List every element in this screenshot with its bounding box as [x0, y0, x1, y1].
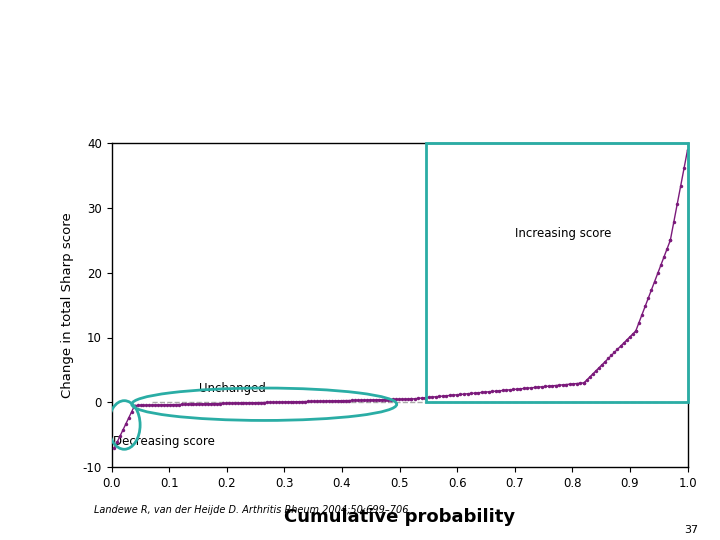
Text: outcomes: cumulative probability plots: outcomes: cumulative probability plots — [29, 79, 504, 99]
Text: 37: 37 — [684, 524, 698, 535]
Text: Landewe R, van der Heijde D. Arthritis Rheum 2004;50:699–706.: Landewe R, van der Heijde D. Arthritis R… — [94, 505, 411, 515]
Text: Increasing score: Increasing score — [515, 227, 611, 240]
Text: Cumulative probability: Cumulative probability — [284, 509, 516, 526]
Y-axis label: Change in total Sharp score: Change in total Sharp score — [61, 212, 74, 398]
Text: A new way of assessing radiographic: A new way of assessing radiographic — [29, 25, 477, 46]
Text: Unchanged: Unchanged — [199, 382, 266, 395]
Text: Decreasing score: Decreasing score — [112, 435, 215, 448]
Bar — [426, 143, 688, 402]
